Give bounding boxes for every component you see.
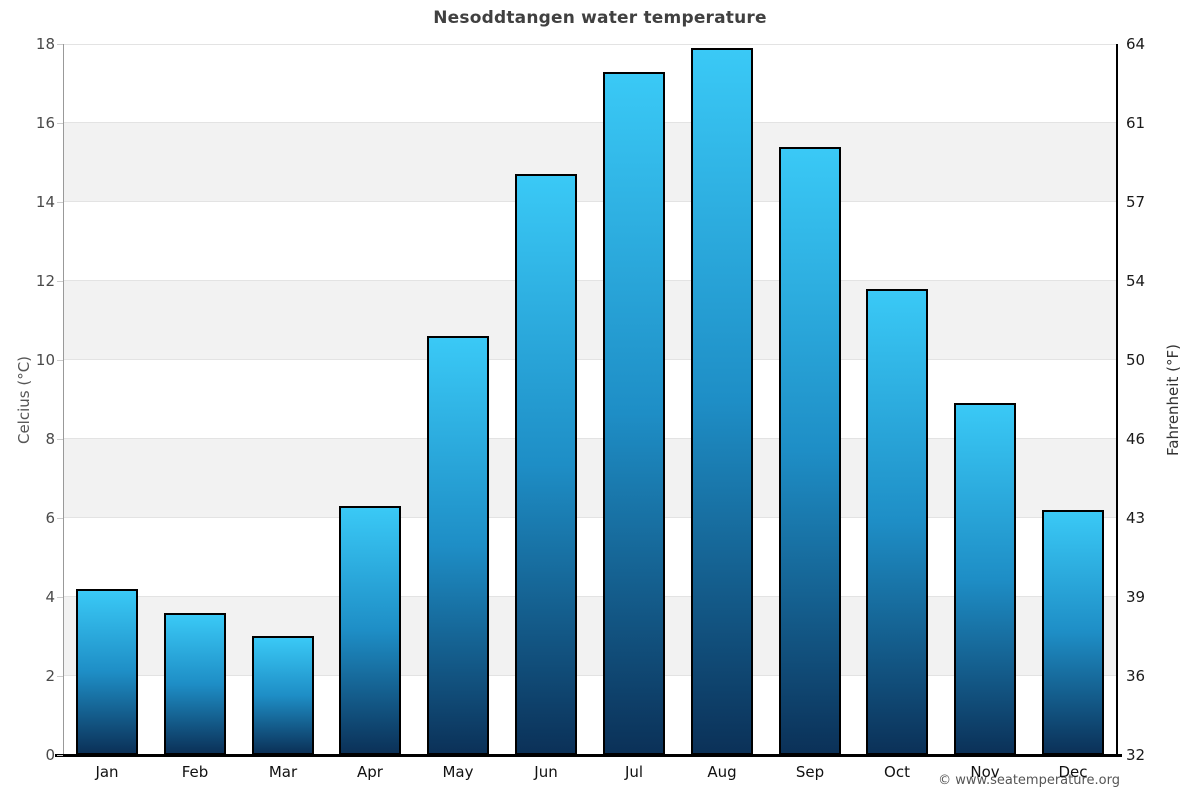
y-tick-label-fahrenheit: 46 <box>1126 430 1146 448</box>
y-tick-label-celsius: 2 <box>45 667 55 685</box>
y-tick-label-celsius: 6 <box>45 509 55 527</box>
chart-title: Nesoddtangen water temperature <box>433 8 767 28</box>
temperature-bar-mar <box>252 636 314 755</box>
grid-band <box>63 597 1117 676</box>
y-tick-label-fahrenheit: 54 <box>1126 272 1146 290</box>
grid-band <box>63 202 1117 281</box>
y-tick-label-fahrenheit: 32 <box>1126 746 1146 764</box>
celsius-tick-mark <box>57 597 63 598</box>
gridline <box>63 44 1117 45</box>
gridline <box>63 596 1117 597</box>
grid-band <box>63 676 1117 755</box>
copyright-attribution: © www.seatemperature.org <box>938 773 1120 788</box>
grid-band <box>63 281 1117 360</box>
celsius-tick-mark <box>57 439 63 440</box>
y-tick-label-celsius: 14 <box>35 193 55 211</box>
y-tick-label-fahrenheit: 61 <box>1126 114 1146 132</box>
x-tick-label-month: Nov <box>970 763 1000 781</box>
x-tick-label-month: Dec <box>1058 763 1088 781</box>
temperature-bar-jul <box>603 72 665 755</box>
x-tick-label-month: Mar <box>268 763 298 781</box>
celsius-tick-mark <box>57 44 63 45</box>
y-tick-label-fahrenheit: 57 <box>1126 193 1146 211</box>
x-tick-label-month: May <box>442 763 474 781</box>
temperature-bar-apr <box>339 506 401 755</box>
temperature-bar-feb <box>164 613 226 755</box>
y-tick-label-fahrenheit: 50 <box>1126 351 1146 369</box>
celsius-tick-mark <box>57 676 63 677</box>
x-tick-label-month: Aug <box>707 763 737 781</box>
celsius-tick-mark <box>57 518 63 519</box>
x-tick-label-month: Apr <box>357 763 383 781</box>
gridline <box>63 675 1117 676</box>
x-tick-label-month: Jun <box>534 763 558 781</box>
temperature-bar-aug <box>691 48 753 755</box>
temperature-bar-may <box>427 336 489 755</box>
y-tick-label-celsius: 0 <box>45 746 55 764</box>
y-tick-label-fahrenheit: 43 <box>1126 509 1146 527</box>
temperature-bar-jun <box>515 174 577 755</box>
gridline <box>63 280 1117 281</box>
x-tick-label-month: Feb <box>181 763 209 781</box>
celsius-tick-mark <box>57 123 63 124</box>
grid-band <box>63 360 1117 439</box>
temperature-bar-jan <box>76 589 138 755</box>
y-tick-label-fahrenheit: 39 <box>1126 588 1146 606</box>
y-tick-label-fahrenheit: 64 <box>1126 35 1146 53</box>
y-tick-label-celsius: 18 <box>35 35 55 53</box>
grid-band <box>63 439 1117 518</box>
temperature-bar-dec <box>1042 510 1104 755</box>
celsius-tick-mark <box>57 281 63 282</box>
grid-band <box>63 44 1117 123</box>
celsius-tick-mark <box>57 755 63 756</box>
temperature-bar-sep <box>779 147 841 755</box>
celsius-tick-mark <box>57 360 63 361</box>
x-tick-label-month: Oct <box>884 763 910 781</box>
fahrenheit-axis-line <box>1116 44 1118 755</box>
y-tick-label-celsius: 10 <box>35 351 55 369</box>
x-tick-label-month: Jul <box>624 763 644 781</box>
gridline <box>63 517 1117 518</box>
x-axis-line <box>55 754 1122 757</box>
gridline <box>63 438 1117 439</box>
temperature-bar-nov <box>954 403 1016 755</box>
x-tick-label-month: Sep <box>795 763 825 781</box>
celsius-axis-line <box>63 44 64 755</box>
celsius-tick-mark <box>57 202 63 203</box>
y-tick-label-celsius: 12 <box>35 272 55 290</box>
x-tick-label-month: Jan <box>95 763 119 781</box>
gridline <box>63 122 1117 123</box>
grid-band <box>63 123 1117 202</box>
plot-area <box>63 44 1117 755</box>
gridline <box>63 201 1117 202</box>
y-tick-label-fahrenheit: 36 <box>1126 667 1146 685</box>
gridline <box>63 359 1117 360</box>
temperature-bar-oct <box>866 289 928 755</box>
y-tick-label-celsius: 8 <box>45 430 55 448</box>
y-tick-label-celsius: 16 <box>35 114 55 132</box>
grid-band <box>63 518 1117 597</box>
y-tick-label-celsius: 4 <box>45 588 55 606</box>
